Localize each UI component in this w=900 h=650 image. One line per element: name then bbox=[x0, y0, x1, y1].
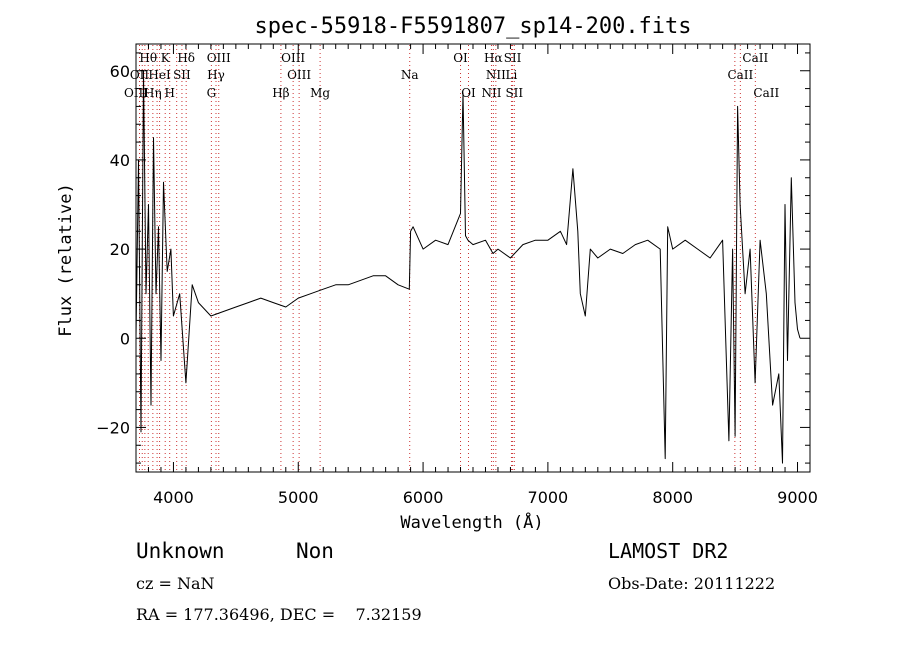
line-label-7: SII bbox=[504, 51, 522, 65]
axis-ticks: 4000 5000 6000 7000 8000 9000 −20 0 20 40 60 bbox=[96, 44, 818, 507]
line-label-17: CaII bbox=[727, 68, 753, 82]
line-label-2: Hδ bbox=[177, 51, 195, 65]
line-label-27: CaII bbox=[753, 86, 779, 100]
line-label-11: SII bbox=[173, 68, 191, 82]
y-tick-label-2: 20 bbox=[110, 240, 130, 259]
line-label-3: OIII bbox=[207, 51, 231, 65]
coordinates: RA = 177.36496, DEC = 7.32159 bbox=[136, 605, 422, 624]
x-tick-label-1: 5000 bbox=[278, 488, 319, 507]
y-axis-label: Flux (relative) bbox=[56, 183, 76, 337]
line-label-5: OI bbox=[453, 51, 468, 65]
line-label-9: OII bbox=[130, 68, 150, 82]
x-tick-label-3: 7000 bbox=[528, 488, 569, 507]
line-label-4: OIII bbox=[281, 51, 305, 65]
line-label-8: CaII bbox=[742, 51, 768, 65]
line-label-26: SII bbox=[505, 86, 523, 100]
line-label-23: Mg bbox=[310, 86, 330, 100]
line-label-12: Hγ bbox=[207, 68, 225, 82]
line-label-24: OI bbox=[461, 86, 476, 100]
y-tick-label-3: 40 bbox=[110, 151, 130, 170]
x-tick-label-5: 9000 bbox=[777, 488, 818, 507]
line-label-1: K bbox=[161, 51, 171, 65]
y-tick-label-0: −20 bbox=[96, 418, 130, 437]
x-tick-label-4: 8000 bbox=[652, 488, 693, 507]
x-tick-label-0: 4000 bbox=[153, 488, 194, 507]
line-label-21: G bbox=[207, 86, 217, 100]
y-tick-label-4: 60 bbox=[110, 62, 130, 81]
line-label-6: Hα bbox=[484, 51, 503, 65]
line-label-0: Hθ bbox=[139, 51, 157, 65]
chart-title: spec-55918-F5591807_sp14-200.fits bbox=[254, 14, 691, 39]
line-label-15: NII bbox=[486, 68, 506, 82]
line-label-16: Li bbox=[506, 68, 518, 82]
line-label-25: NII bbox=[481, 86, 501, 100]
redshift-cz: cz = NaN bbox=[136, 574, 215, 593]
y-tick-label-1: 0 bbox=[120, 329, 130, 348]
spectrum-series-line bbox=[135, 70, 801, 464]
x-tick-label-2: 6000 bbox=[403, 488, 444, 507]
plot-frame bbox=[135, 43, 811, 473]
line-label-19: Hη bbox=[144, 86, 162, 100]
line-label-10: HeI bbox=[148, 68, 171, 82]
line-label-20: H bbox=[164, 86, 174, 100]
line-label-14: Na bbox=[401, 68, 419, 82]
survey-name: LAMOST DR2 bbox=[608, 539, 728, 563]
object-subclass: Non bbox=[296, 539, 334, 563]
line-label-13: OIII bbox=[287, 68, 311, 82]
line-label-22: Hβ bbox=[272, 86, 289, 100]
object-class: Unknown bbox=[136, 539, 225, 563]
x-axis-label: Wavelength (Å) bbox=[400, 511, 543, 533]
spectral-line-markers bbox=[138, 45, 756, 471]
observation-date: Obs-Date: 20111222 bbox=[608, 574, 775, 593]
